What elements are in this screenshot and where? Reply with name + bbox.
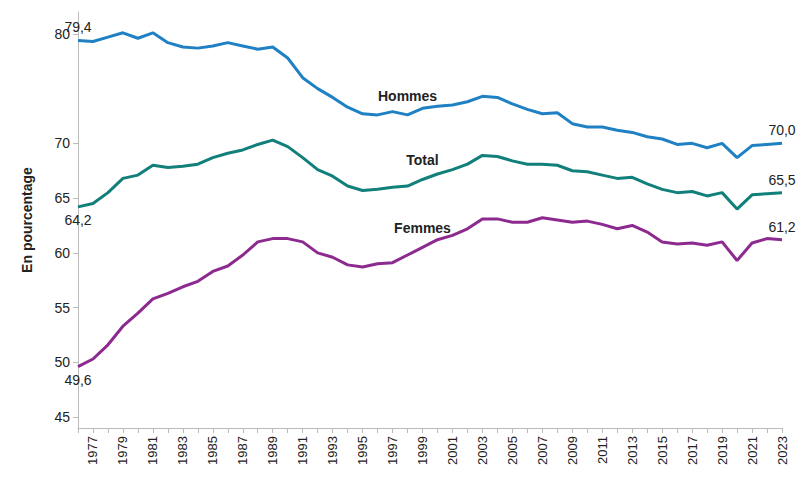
svg-text:49,6: 49,6 bbox=[64, 372, 91, 388]
svg-text:55: 55 bbox=[54, 300, 70, 316]
svg-text:2007: 2007 bbox=[535, 436, 550, 465]
svg-text:2019: 2019 bbox=[715, 436, 730, 465]
svg-text:2009: 2009 bbox=[565, 436, 580, 465]
svg-text:2013: 2013 bbox=[625, 436, 640, 465]
svg-text:1981: 1981 bbox=[145, 436, 160, 465]
svg-text:61,2: 61,2 bbox=[768, 219, 795, 235]
svg-text:2021: 2021 bbox=[745, 436, 760, 465]
svg-text:60: 60 bbox=[54, 245, 70, 261]
svg-text:45: 45 bbox=[54, 409, 70, 425]
svg-text:1997: 1997 bbox=[385, 436, 400, 465]
svg-text:En pourcentage: En pourcentage bbox=[19, 167, 35, 273]
svg-text:1979: 1979 bbox=[115, 436, 130, 465]
svg-text:Femmes: Femmes bbox=[394, 220, 451, 236]
svg-text:1995: 1995 bbox=[355, 436, 370, 465]
svg-text:1983: 1983 bbox=[175, 436, 190, 465]
svg-text:1985: 1985 bbox=[205, 436, 220, 465]
svg-text:65,5: 65,5 bbox=[768, 172, 795, 188]
svg-text:80: 80 bbox=[54, 25, 70, 42]
svg-text:1991: 1991 bbox=[295, 436, 310, 465]
svg-text:50: 50 bbox=[54, 354, 70, 370]
svg-text:2003: 2003 bbox=[475, 436, 490, 465]
svg-text:Hommes: Hommes bbox=[378, 88, 437, 104]
svg-text:2023: 2023 bbox=[775, 436, 790, 465]
svg-text:1993: 1993 bbox=[325, 436, 340, 465]
svg-text:2017: 2017 bbox=[685, 436, 700, 465]
svg-text:1999: 1999 bbox=[415, 436, 430, 465]
svg-text:Total: Total bbox=[406, 152, 438, 168]
svg-text:2005: 2005 bbox=[505, 436, 520, 465]
svg-text:1989: 1989 bbox=[265, 436, 280, 465]
svg-text:2015: 2015 bbox=[655, 436, 670, 465]
svg-text:65: 65 bbox=[54, 190, 70, 206]
svg-text:70,0: 70,0 bbox=[768, 122, 795, 138]
svg-text:2001: 2001 bbox=[445, 436, 460, 465]
svg-text:64,2: 64,2 bbox=[64, 212, 91, 228]
svg-text:1977: 1977 bbox=[85, 436, 100, 465]
svg-text:1987: 1987 bbox=[235, 436, 250, 465]
svg-text:70: 70 bbox=[54, 135, 70, 151]
svg-text:2011: 2011 bbox=[595, 436, 610, 464]
svg-text:79,4: 79,4 bbox=[64, 19, 91, 35]
